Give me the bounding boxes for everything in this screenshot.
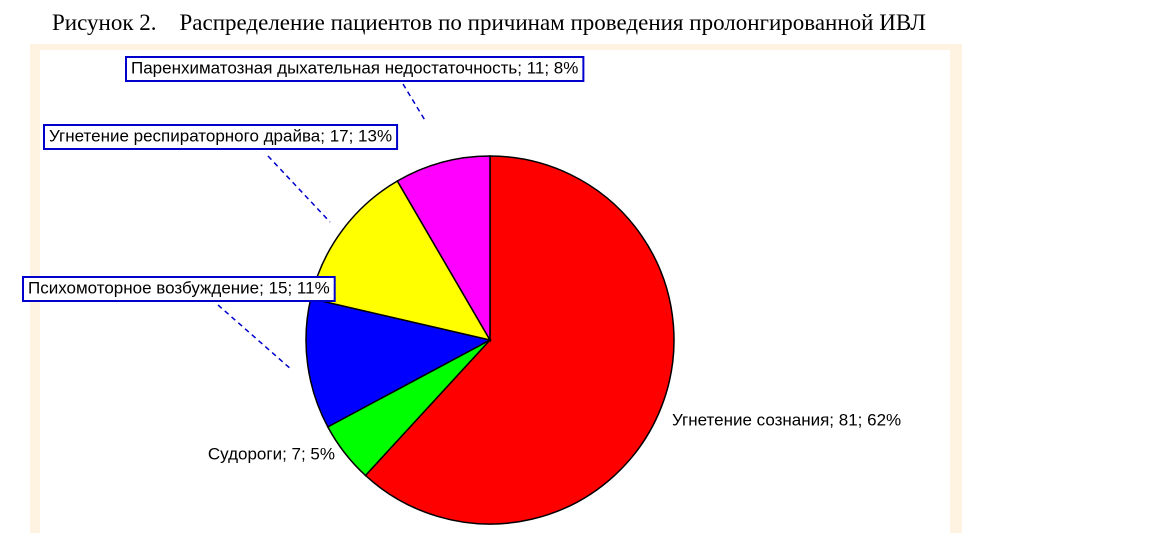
data-label: Паренхиматозная дыхательная недостаточно…: [131, 58, 578, 77]
data-label: Угнетение сознания; 81; 62%: [672, 410, 901, 429]
leader-line: [217, 304, 293, 371]
label-box: [125, 56, 585, 82]
data-label: Судороги; 7; 5%: [208, 444, 335, 463]
data-label: Угнетение респираторного драйва; 17; 13%: [49, 126, 392, 145]
pie-slice: [305, 297, 493, 428]
data-label: Психомоторное возбуждение; 15; 11%: [28, 278, 330, 297]
label-box: [43, 124, 399, 150]
leader-line: [267, 155, 331, 223]
pie-slice: [396, 155, 491, 343]
label-box: [22, 276, 336, 302]
chart-title: Рисунок 2. Распределение пациентов по пр…: [52, 10, 926, 35]
pie-slice: [364, 155, 675, 525]
leader-line: [402, 83, 427, 123]
